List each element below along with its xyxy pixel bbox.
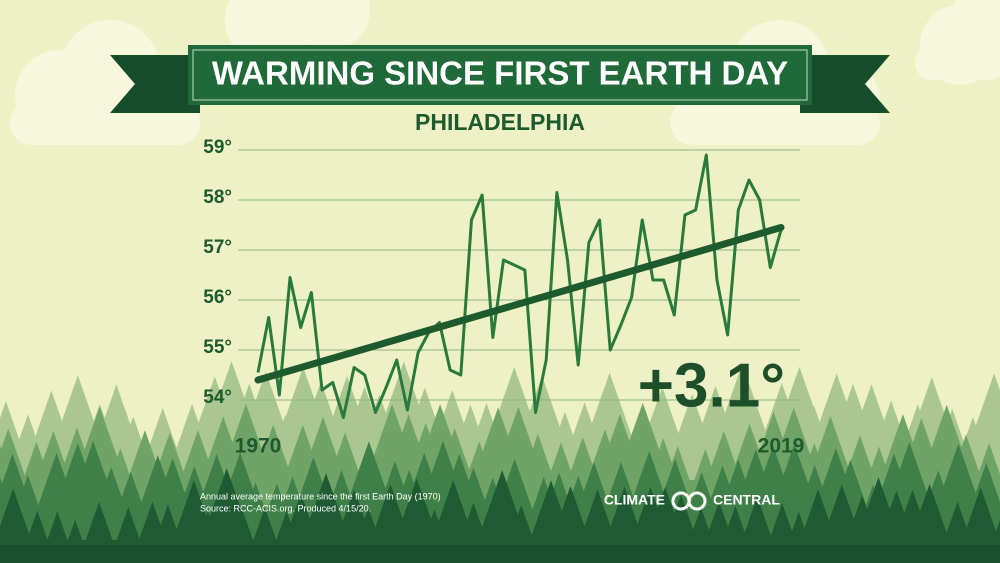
tree	[225, 506, 257, 551]
tree	[94, 467, 129, 516]
tree	[767, 503, 798, 546]
tree	[299, 473, 353, 549]
tree	[456, 467, 491, 517]
annotation: +3.1°	[638, 351, 785, 420]
data-line	[256, 153, 783, 419]
y-tick-label: 58°	[203, 187, 232, 208]
tree	[43, 511, 71, 551]
tree	[23, 510, 51, 550]
trend-line	[254, 224, 785, 384]
chart-subtitle: PHILADELPHIA	[415, 109, 585, 135]
tree	[112, 507, 145, 553]
tree	[964, 373, 1000, 459]
tree	[957, 487, 1000, 555]
tree	[574, 462, 614, 519]
tree	[83, 501, 116, 548]
y-tick-label: 59°	[203, 137, 232, 158]
tree	[12, 474, 44, 519]
tree	[251, 424, 295, 486]
tree	[242, 482, 269, 520]
tree	[661, 494, 701, 550]
footnote: Source: RCC-ACIS.org. Produced 4/15/20.	[200, 503, 371, 513]
x-tick-label: 2019	[758, 435, 805, 458]
tree	[577, 489, 619, 548]
brand-logo	[687, 491, 707, 511]
y-tick-label: 55°	[203, 337, 232, 358]
ground	[0, 545, 1000, 563]
x-tick-label: 1970	[235, 435, 282, 458]
tree	[545, 442, 577, 487]
y-tick-label: 54°	[203, 387, 232, 408]
y-tick-label: 57°	[203, 237, 232, 258]
tree	[250, 507, 279, 548]
chart-title: WARMING SINCE FIRST EARTH DAY	[212, 55, 788, 92]
tree	[931, 443, 986, 522]
brand-text: CENTRAL	[713, 492, 780, 508]
banner	[110, 45, 890, 113]
trees	[0, 361, 1000, 563]
tree	[739, 496, 775, 547]
tree	[905, 484, 954, 553]
brand: CLIMATE CENTRAL	[604, 491, 780, 511]
y-tick-label: 56°	[203, 287, 232, 308]
tree	[720, 505, 751, 548]
tree	[323, 432, 367, 494]
footnote: Annual average temperature since the fir…	[200, 491, 441, 501]
brand-text: CLIMATE	[604, 492, 665, 508]
tree	[0, 488, 35, 549]
